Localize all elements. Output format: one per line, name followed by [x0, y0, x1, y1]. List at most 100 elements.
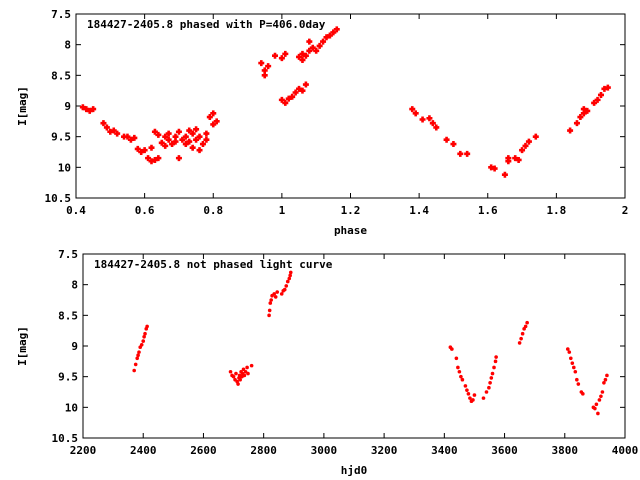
data-point [148, 158, 155, 165]
data-point [261, 72, 268, 79]
data-point [471, 398, 475, 402]
y-tick-label: 8 [64, 39, 71, 52]
x-tick-label: 1.8 [546, 204, 566, 217]
data-point [288, 270, 293, 275]
x-tick-label: 2400 [130, 444, 157, 457]
data-point [505, 155, 512, 162]
data-point [520, 331, 525, 336]
y-tick-label: 8 [71, 279, 78, 292]
data-point [134, 145, 141, 152]
data-point [196, 147, 203, 154]
data-point [296, 85, 303, 92]
data-point [456, 365, 460, 370]
data-point [567, 350, 572, 354]
data-point [460, 377, 465, 382]
data-point [450, 347, 454, 351]
data-point [600, 390, 605, 394]
data-point [515, 156, 522, 163]
data-point [241, 367, 246, 372]
data-point [135, 356, 139, 361]
x-tick-label: 2600 [190, 444, 217, 457]
data-point [323, 34, 330, 41]
y-axis-label: I[mag] [16, 326, 29, 366]
data-point [234, 371, 238, 376]
data-point [320, 38, 327, 45]
data-point [196, 133, 203, 140]
data-point [182, 133, 189, 140]
x-tick-label: 3400 [431, 444, 458, 457]
data-point [127, 136, 134, 143]
data-point [593, 406, 597, 411]
data-point [79, 104, 86, 111]
data-point [468, 396, 472, 400]
y-tick-label: 9.5 [51, 131, 71, 144]
data-point [426, 115, 433, 122]
data-point [139, 342, 144, 347]
data-point [193, 126, 200, 133]
data-point [429, 120, 436, 127]
data-point [258, 60, 265, 67]
data-point [272, 292, 277, 296]
data-point [316, 42, 323, 49]
x-ticks: 0.4 0.6 0.8 1 1.2 1.4 1.6 1.8 2 [66, 14, 628, 217]
data-point [124, 133, 131, 140]
data-point [525, 138, 532, 145]
data-point [151, 128, 158, 135]
data-point [282, 99, 289, 106]
y-axis-label: I[mag] [16, 86, 29, 126]
y-ticks: 7.5 8 8.5 9 9.5 10 10.5 [45, 8, 625, 205]
data-point [143, 331, 147, 336]
y-tick-label: 9 [64, 100, 71, 113]
x-axis-label: phase [334, 224, 367, 237]
data-point [575, 377, 579, 382]
data-point [90, 106, 97, 113]
y-tick-label: 10.5 [45, 192, 72, 205]
y-tick-label: 7.5 [51, 8, 71, 21]
data-point [110, 127, 117, 134]
data-point [158, 139, 165, 146]
x-tick-label: 4000 [612, 444, 639, 457]
data-point [517, 341, 522, 345]
x-tick-label: 3200 [371, 444, 398, 457]
data-point [519, 147, 526, 154]
data-point [306, 38, 313, 45]
data-point [599, 394, 603, 399]
x-tick-label: 2200 [70, 444, 97, 457]
data-point [165, 136, 172, 143]
data-point [299, 50, 306, 57]
data-point [289, 93, 296, 100]
data-point [172, 138, 179, 145]
data-point [287, 276, 292, 281]
data-point [100, 120, 107, 127]
data-point [570, 361, 575, 365]
data-point [145, 324, 149, 329]
data-point [472, 393, 477, 397]
data-point [83, 106, 90, 113]
data-point [597, 91, 604, 98]
data-point [493, 359, 498, 364]
data-point [409, 106, 416, 113]
data-point [246, 371, 250, 376]
data-point [330, 29, 337, 36]
data-point [203, 130, 210, 137]
data-point [285, 95, 292, 102]
data-point [454, 356, 459, 361]
data-point [103, 124, 110, 131]
data-point [580, 106, 587, 113]
data-point [459, 374, 463, 379]
data-point [133, 362, 138, 367]
data-point [242, 373, 247, 378]
data-point [522, 142, 529, 149]
data-point [249, 363, 254, 368]
data-point [155, 155, 162, 162]
x-tick-label: 1.4 [409, 204, 429, 217]
x-tick-label: 2 [622, 204, 629, 217]
data-point [457, 150, 464, 157]
data-point [285, 279, 290, 284]
data-point [210, 110, 217, 117]
data-point [597, 398, 602, 402]
data-point [175, 155, 182, 162]
data-point [603, 377, 608, 382]
data-point [261, 67, 268, 74]
